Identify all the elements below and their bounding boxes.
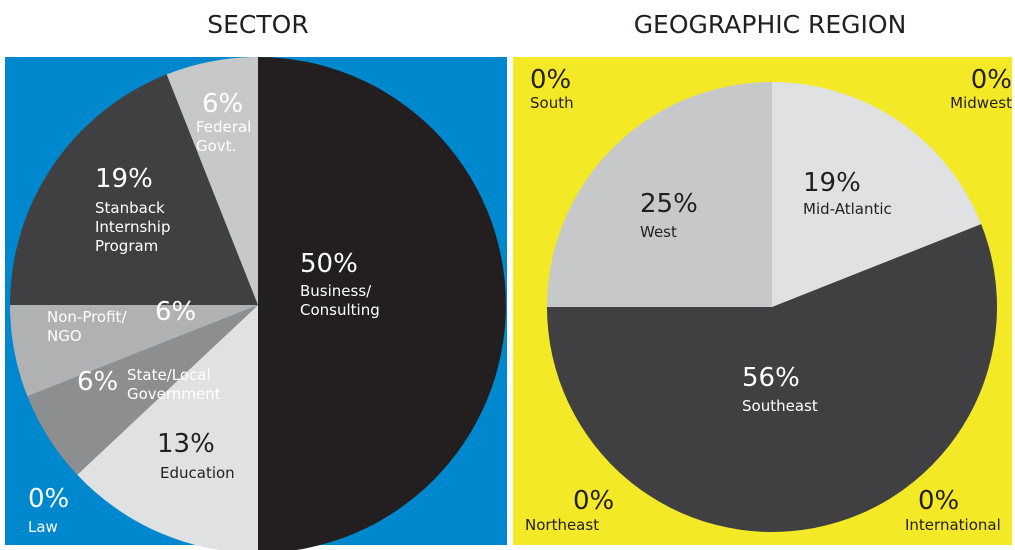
slice-value-label: 19% [803,168,861,198]
slice-name-label: Non-Profit/ NGO [47,308,127,345]
pie-slice [77,305,258,550]
chart-title: SECTOR [207,10,309,39]
slice-name-label: Business/ Consulting [300,282,380,319]
pie-slice [547,82,772,307]
pie-slice [10,74,258,305]
pie-slice [10,305,258,397]
pie-slice [258,57,506,550]
pie-slice [166,57,258,305]
slice-value-label: 6% [202,89,244,119]
slice-value-label: 19% [95,164,153,194]
slice-name-label: Southeast [742,397,818,415]
chart-title: GEOGRAPHIC REGION [633,10,907,39]
slice-name-label: Stanback Internship Program [95,199,171,255]
pie-slice [27,305,258,475]
slice-value-label: 56% [742,363,800,393]
slice-value-label: 13% [157,429,215,459]
slice-name-label: West [640,223,677,241]
slice-name-label: Law [28,518,58,536]
slice-name-label: State/Local Government [127,366,221,403]
slice-value-label: 25% [640,189,698,219]
slice-value-label: 0% [28,484,70,514]
slice-value-label: 50% [300,249,358,279]
slice-value-label: 0% [918,486,960,516]
slice-name-label: Northeast [525,516,600,534]
slice-name-label: South [530,94,574,112]
pie-slice [772,82,982,307]
slice-value-label: 0% [530,65,572,95]
slice-name-label: International [905,516,1001,534]
slice-value-label: 6% [155,297,197,327]
slice-value-label: 6% [77,367,119,397]
slice-name-label: Mid-Atlantic [803,200,892,218]
slice-name-label: Education [160,464,235,482]
slice-name-label: Midwest [950,94,1012,112]
slice-value-label: 0% [573,486,615,516]
slice-value-label: 0% [970,65,1012,95]
slice-name-label: Federal Govt. [196,118,252,155]
pie-slice [547,224,997,533]
